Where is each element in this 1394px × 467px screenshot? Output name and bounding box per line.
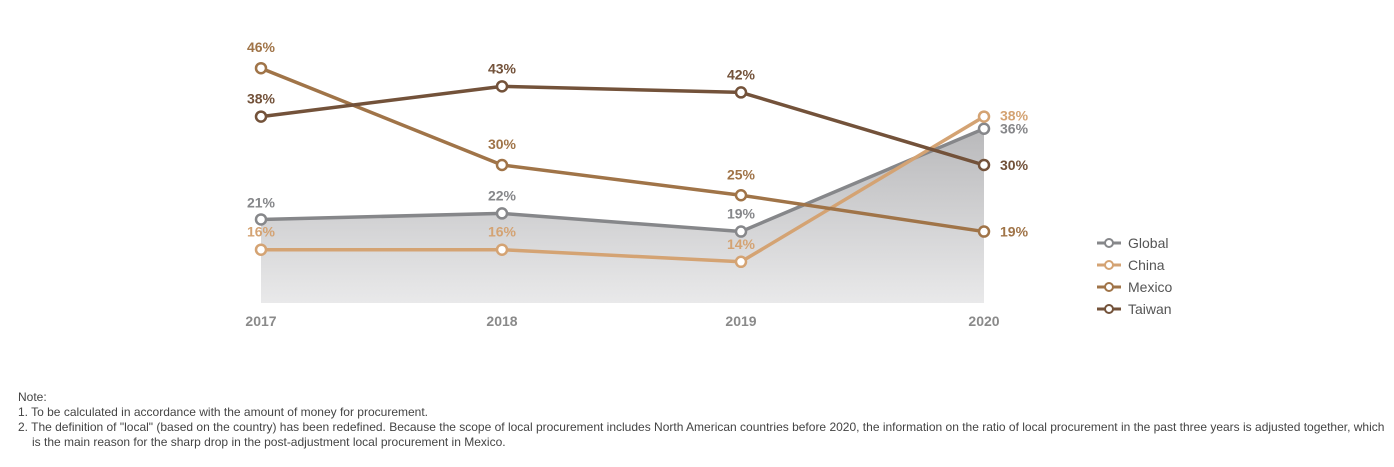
data-point-global-2020 xyxy=(977,122,991,135)
data-label-taiwan-2020: 30% xyxy=(1000,157,1029,173)
legend-marker-global xyxy=(1097,238,1121,248)
note-line-1: 1. To be calculated in accordance with t… xyxy=(18,405,429,419)
data-point-global-2017 xyxy=(254,213,268,226)
data-label-china-2019: 14% xyxy=(727,236,756,252)
data-point-china-2020 xyxy=(977,110,991,123)
chart-legend: Global China Mexico Taiwan xyxy=(1096,232,1172,320)
data-label-taiwan-2018: 43% xyxy=(488,60,517,76)
data-label-mexico-2018: 30% xyxy=(488,136,517,152)
x-tick-label-2018: 2018 xyxy=(486,313,517,329)
series-line-global xyxy=(260,127,985,234)
data-label-mexico-2019: 25% xyxy=(727,166,756,182)
data-label-global-2017: 21% xyxy=(247,194,276,210)
data-point-taiwan-2019 xyxy=(734,86,748,99)
data-label-mexico-2020: 19% xyxy=(1000,224,1029,240)
data-point-mexico-2017 xyxy=(254,61,268,75)
legend-label-china: China xyxy=(1128,257,1165,273)
data-label-china-2020: 38% xyxy=(1000,108,1029,124)
x-tick-label-2020: 2020 xyxy=(968,313,999,329)
legend-item-china: China xyxy=(1096,254,1172,276)
line-chart: 21% 22% 19% 36% 16% 16% 14% 38% 46% 30% 25% 19% 38% 4… xyxy=(245,39,1029,329)
data-point-mexico-2019 xyxy=(734,189,748,202)
data-label-china-2018: 16% xyxy=(488,224,517,240)
data-point-global-2019 xyxy=(734,225,748,238)
legend-item-global: Global xyxy=(1096,232,1172,254)
x-tick-label-2017: 2017 xyxy=(245,313,276,329)
data-label-global-2019: 19% xyxy=(727,206,756,222)
data-point-mexico-2020 xyxy=(977,225,991,238)
series-line-taiwan xyxy=(260,84,985,167)
data-point-mexico-2018 xyxy=(495,158,509,172)
legend-item-taiwan: Taiwan xyxy=(1096,298,1172,320)
legend-label-taiwan: Taiwan xyxy=(1128,301,1172,317)
series-line-china xyxy=(261,115,985,264)
data-point-china-2018 xyxy=(495,243,509,256)
data-label-taiwan-2017: 38% xyxy=(247,91,276,107)
data-label-mexico-2017: 46% xyxy=(247,39,276,55)
data-point-china-2019 xyxy=(734,255,748,269)
data-point-taiwan-2020 xyxy=(977,158,991,172)
note-line-2: 2. The definition of "local" (based on t… xyxy=(18,420,1385,449)
data-point-taiwan-2017 xyxy=(254,110,268,123)
legend-marker-taiwan xyxy=(1097,304,1121,314)
data-label-china-2017: 16% xyxy=(247,224,276,240)
legend-label-global: Global xyxy=(1128,235,1169,251)
data-label-global-2018: 22% xyxy=(488,187,517,203)
data-point-global-2018 xyxy=(495,207,509,220)
data-label-global-2020: 36% xyxy=(1000,121,1029,137)
series-area-global xyxy=(261,128,984,303)
data-point-china-2017 xyxy=(254,243,268,256)
legend-label-mexico: Mexico xyxy=(1128,279,1173,295)
notes-section: Note: 1. To be calculated in accordance … xyxy=(18,390,1388,450)
data-label-taiwan-2019: 42% xyxy=(727,66,756,82)
series-line-mexico xyxy=(260,66,985,234)
data-point-taiwan-2018 xyxy=(495,80,509,93)
legend-marker-mexico xyxy=(1097,282,1121,292)
notes-title: Note: xyxy=(18,390,47,404)
legend-item-mexico: Mexico xyxy=(1096,276,1172,298)
legend-marker-china xyxy=(1097,260,1121,270)
x-tick-label-2019: 2019 xyxy=(725,313,756,329)
